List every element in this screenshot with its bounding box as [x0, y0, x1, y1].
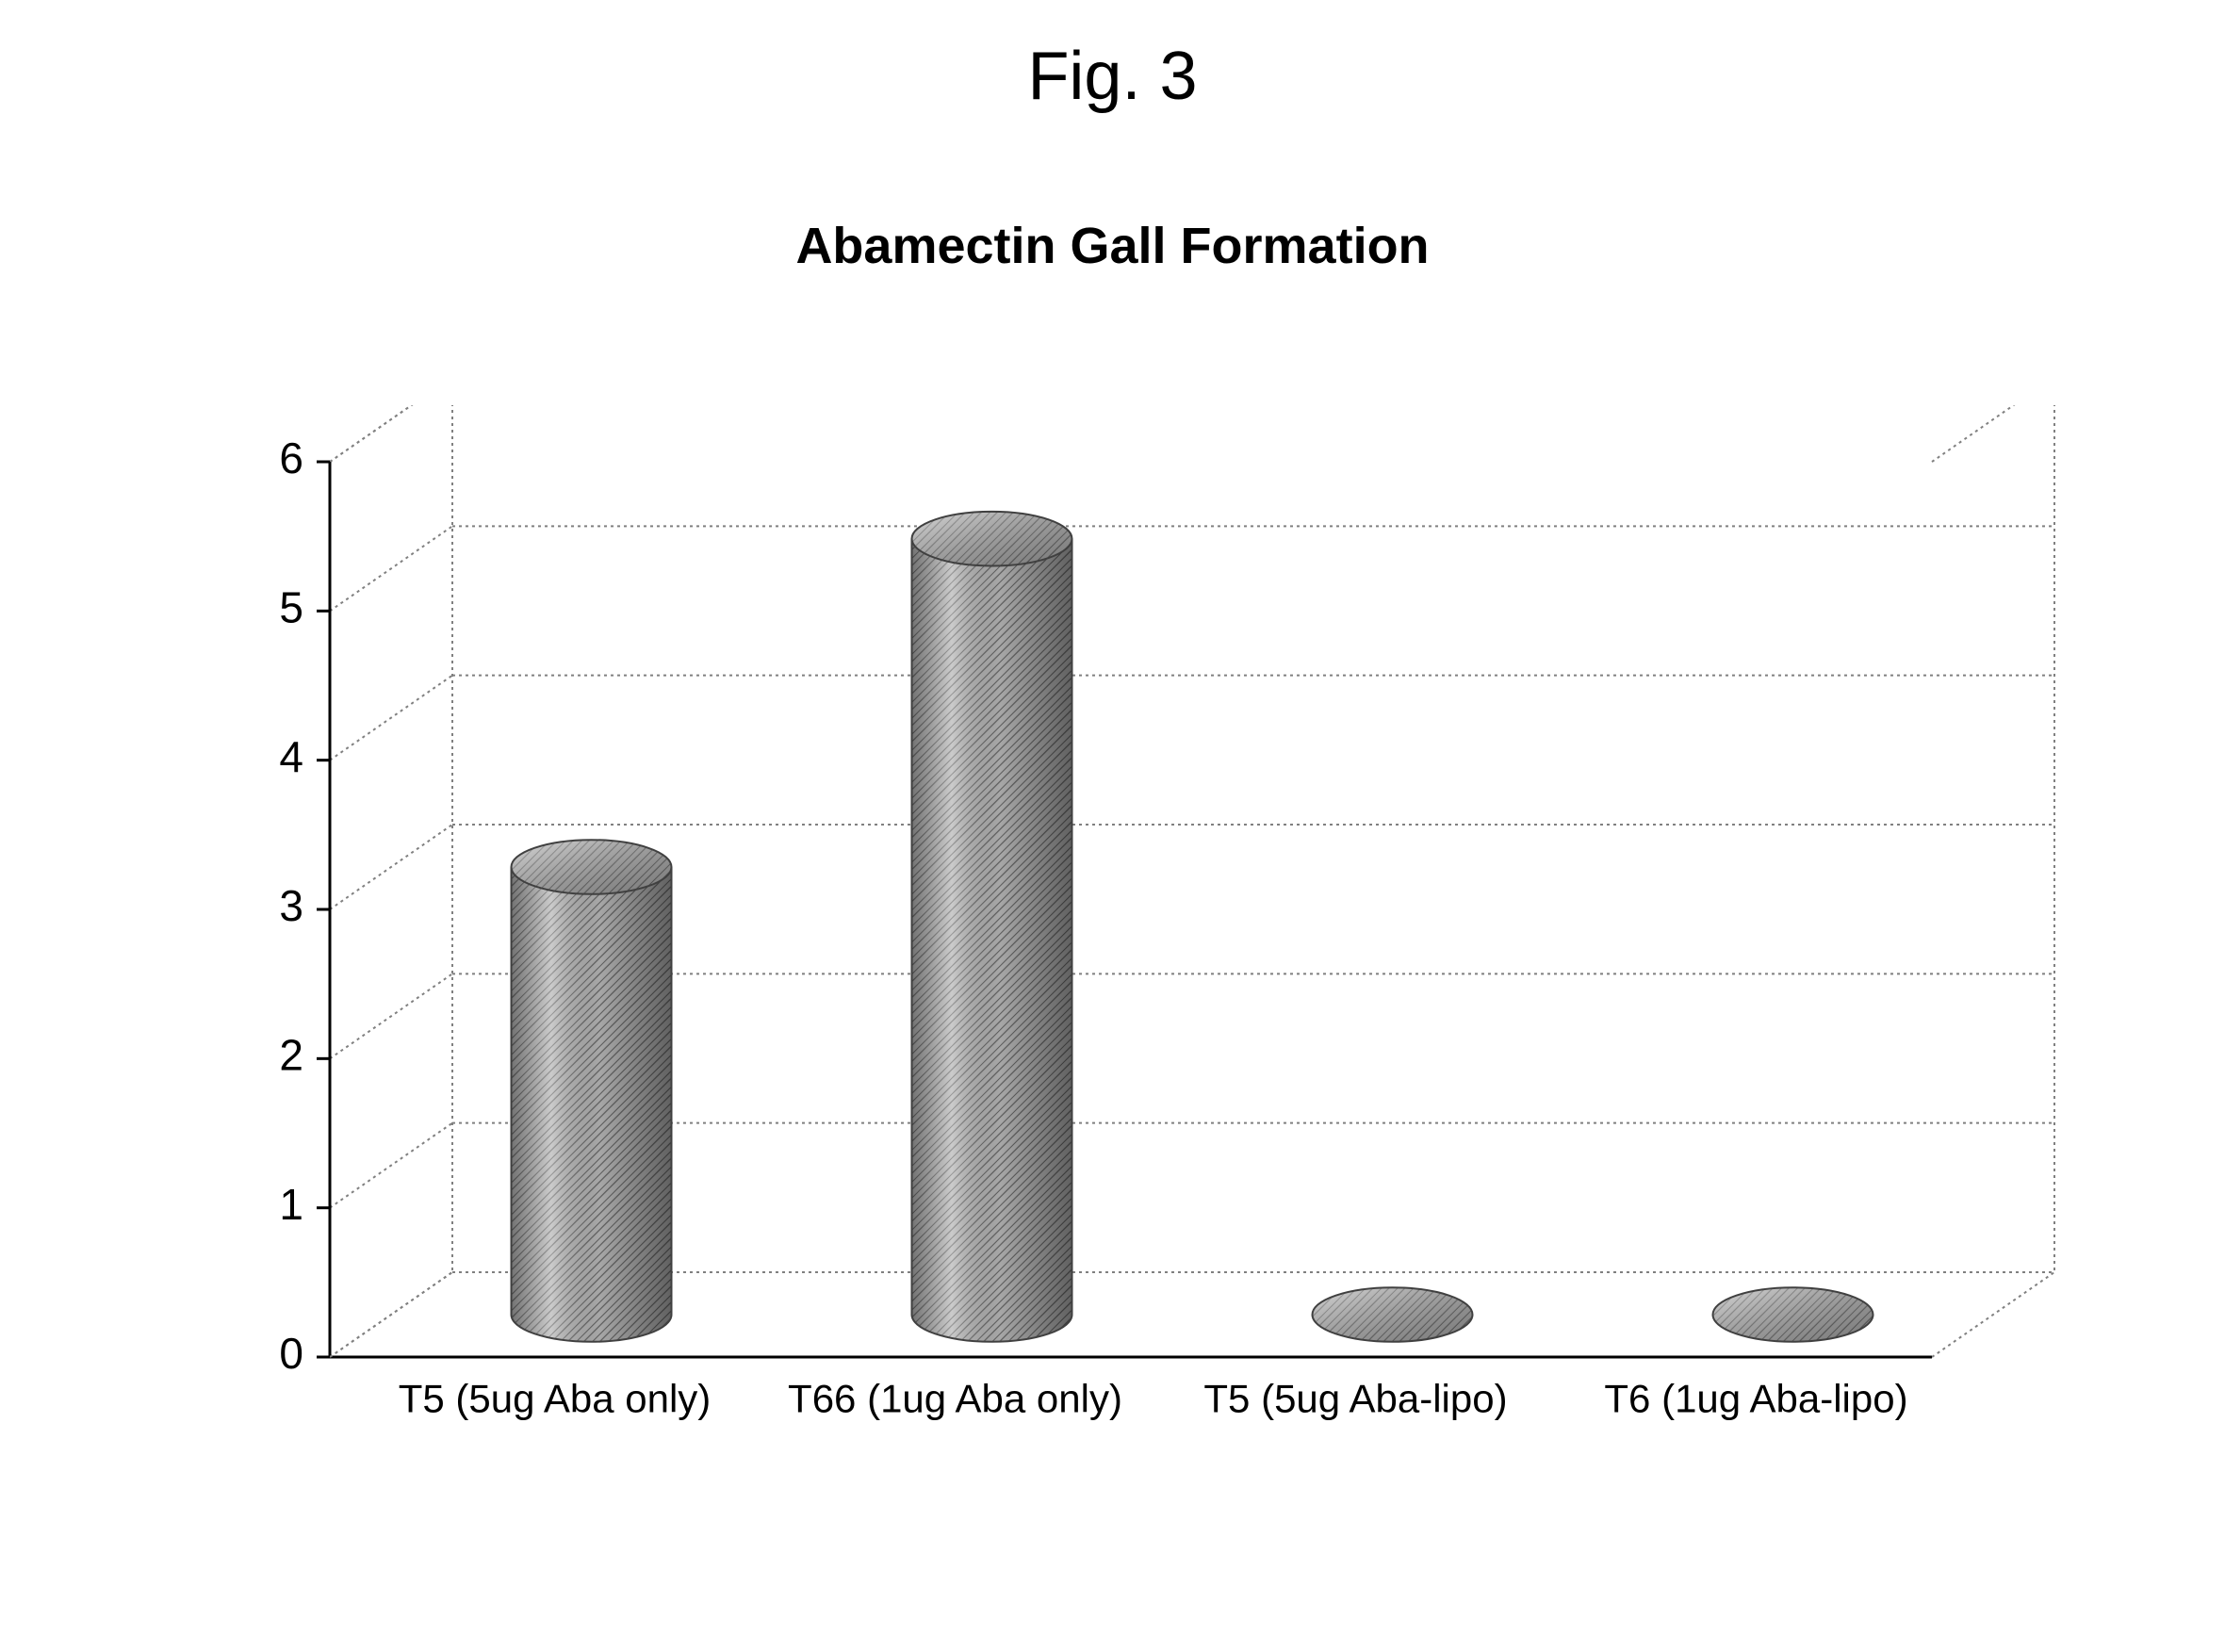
bar-2: [1313, 1287, 1473, 1342]
xtick-label: T5 (5ug Aba-lipo): [1203, 1376, 1507, 1420]
figure-label: Fig. 3: [0, 38, 2225, 115]
ytick-label: 4: [279, 732, 303, 781]
bar-0: [512, 840, 672, 1342]
chart-title: Abamectin Gall Formation: [0, 217, 2225, 275]
page: Fig. 3 Abamectin Gall Formation 0 1 2 3 4 5 6 T…: [0, 0, 2225, 1652]
xtick-label: T5 (5ug Aba only): [399, 1376, 712, 1420]
bar-3: [1713, 1287, 1873, 1342]
xtick-label: T66 (1ug Aba only): [788, 1376, 1122, 1420]
ytick-label: 0: [279, 1329, 303, 1378]
bar-chart: 0 1 2 3 4 5 6 T5 (5ug Aba only) T66 (1ug Aba onl…: [217, 405, 2064, 1517]
ytick-label: 5: [279, 582, 303, 631]
ytick-label: 2: [279, 1030, 303, 1079]
ytick-label: 1: [279, 1180, 303, 1229]
ytick-label: 6: [279, 433, 303, 483]
bar-1: [912, 512, 1072, 1342]
ytick-label: 3: [279, 881, 303, 930]
xtick-label: T6 (1ug Aba-lipo): [1604, 1376, 1907, 1420]
